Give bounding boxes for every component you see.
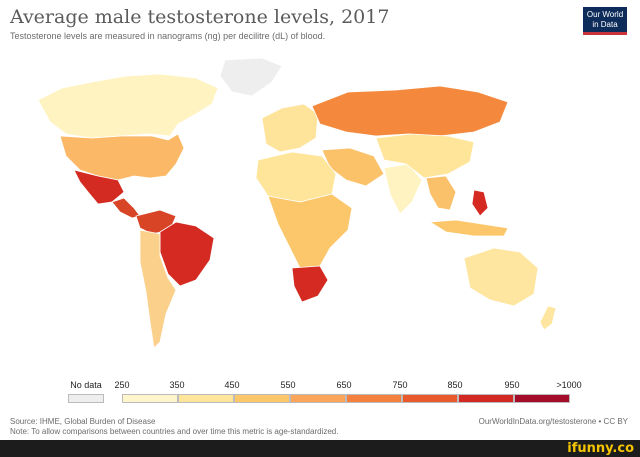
region-europe[interactable]	[261, 103, 319, 153]
methodology-note: Note: To allow comparisons between count…	[10, 427, 339, 436]
legend-swatch	[346, 394, 402, 403]
region-southern-cone[interactable]	[139, 229, 177, 349]
legend-swatch	[122, 394, 178, 403]
legend-swatch	[234, 394, 290, 403]
watermark-bar: ifunny.co	[0, 440, 640, 457]
source-note: Source: IHME, Global Burden of Disease	[10, 417, 156, 426]
legend-label: 850	[447, 380, 463, 390]
legend-label: 250	[114, 380, 130, 390]
owid-logo-line1: Our World	[586, 10, 624, 19]
region-greenland[interactable]	[219, 57, 283, 97]
page-title: Average male testosterone levels, 2017	[10, 6, 390, 28]
legend-label: 750	[392, 380, 408, 390]
region-southeast-asia[interactable]	[425, 175, 457, 211]
owid-logo[interactable]: Our World in Data	[583, 7, 627, 35]
region-north-africa[interactable]	[255, 151, 337, 203]
region-new-zealand[interactable]	[539, 305, 557, 331]
page-subtitle: Testosterone levels are measured in nano…	[10, 31, 326, 41]
region-philippines[interactable]	[471, 189, 489, 217]
legend: No data 250 350 450 550 650 750 850 950 >1000	[0, 380, 640, 410]
region-china[interactable]	[375, 133, 475, 179]
region-central-america[interactable]	[111, 197, 141, 219]
region-australia[interactable]	[463, 247, 539, 307]
legend-swatch	[402, 394, 458, 403]
credit-link[interactable]: OurWorldInData.org/testosterone • CC BY	[478, 417, 628, 426]
watermark-text: ifunny.co	[567, 441, 634, 456]
region-usa[interactable]	[59, 133, 185, 181]
legend-label: 650	[336, 380, 352, 390]
world-map	[37, 57, 557, 349]
region-indonesia[interactable]	[428, 219, 509, 237]
legend-label: 550	[280, 380, 296, 390]
legend-swatch	[178, 394, 234, 403]
legend-label: 350	[169, 380, 185, 390]
region-russia[interactable]	[311, 85, 509, 137]
legend-swatch	[514, 394, 570, 403]
legend-swatch	[290, 394, 346, 403]
legend-label: No data	[70, 380, 102, 390]
legend-label: 950	[504, 380, 520, 390]
region-canada-alaska[interactable]	[37, 73, 219, 139]
region-south-africa[interactable]	[291, 265, 329, 303]
legend-label: >1000	[556, 380, 582, 390]
region-brazil[interactable]	[159, 221, 215, 287]
legend-swatch	[458, 394, 514, 403]
legend-label: 450	[224, 380, 240, 390]
region-central-africa[interactable]	[267, 193, 353, 269]
legend-swatch	[68, 394, 104, 403]
owid-logo-line2: in Data	[592, 20, 618, 29]
